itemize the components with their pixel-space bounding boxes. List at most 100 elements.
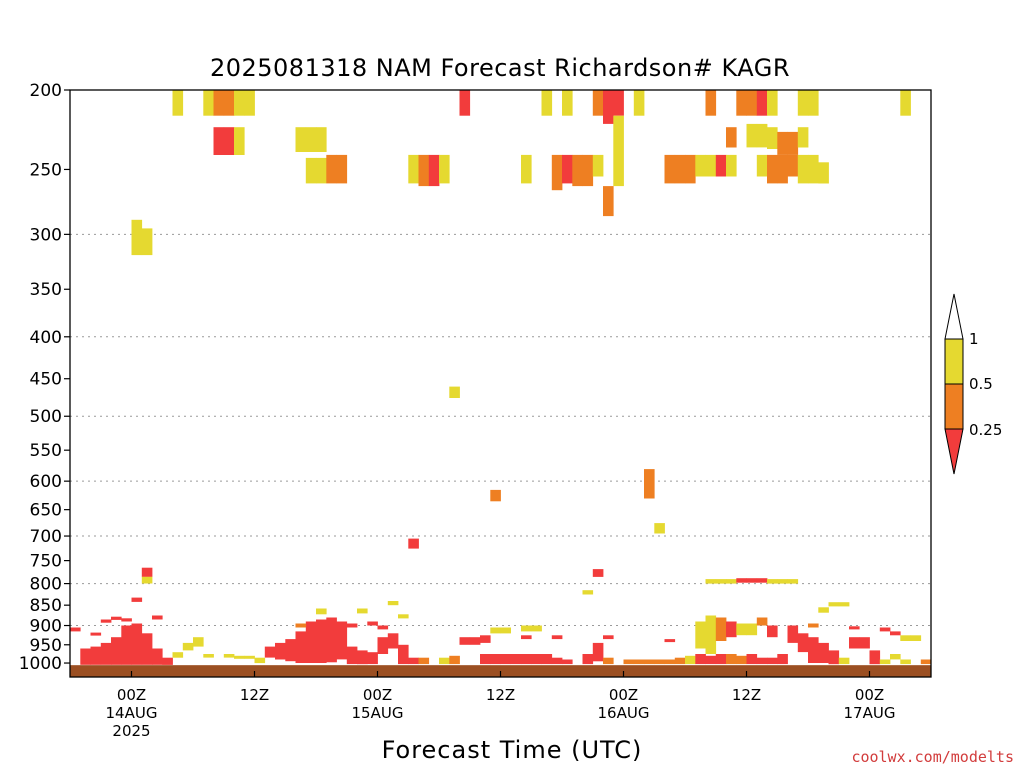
richardson-cell: [736, 623, 747, 636]
credit-link[interactable]: coolwx.com/modelts: [851, 748, 1014, 766]
richardson-cell: [715, 654, 727, 665]
richardson-cell: [592, 569, 604, 577]
richardson-cell: [141, 576, 153, 584]
richardson-cell: [787, 625, 799, 643]
richardson-cell: [726, 654, 737, 665]
richardson-cell: [695, 154, 706, 177]
richardson-cell: [767, 625, 778, 638]
richardson-cell: [203, 654, 214, 658]
richardson-cell: [234, 655, 245, 659]
richardson-cell: [787, 579, 799, 584]
richardson-cell: [705, 615, 717, 654]
richardson-cell: [521, 654, 532, 665]
richardson-cell: [777, 654, 788, 665]
y-tick-label: 650: [30, 501, 62, 521]
legend-label: 0.25: [969, 421, 1002, 439]
richardson-cell: [387, 633, 399, 649]
richardson-cell: [572, 154, 583, 187]
richardson-cell: [80, 648, 91, 665]
richardson-cell: [787, 154, 799, 177]
richardson-cell: [808, 90, 819, 116]
richardson-cell: [674, 154, 686, 184]
richardson-cell: [746, 623, 758, 636]
richardson-cell: [777, 579, 788, 584]
richardson-cell: [726, 127, 737, 148]
richardson-cell: [674, 657, 686, 665]
richardson-cell: [920, 659, 932, 665]
y-tick-label: 400: [30, 328, 62, 348]
richardson-cell: [756, 578, 768, 583]
richardson-cell: [305, 127, 317, 152]
richardson-cell: [644, 469, 655, 499]
richardson-cell: [398, 644, 409, 665]
y-tick-label: 1000: [19, 654, 62, 674]
x-tick-label: 15AUG: [352, 704, 404, 722]
chart-title: 2025081318 NAM Forecast Richardson# KAGR: [210, 54, 790, 82]
richardson-cell: [141, 567, 153, 577]
richardson-cell: [715, 154, 727, 177]
x-tick-label: 12Z: [486, 686, 515, 704]
richardson-cell: [111, 637, 122, 665]
richardson-cell: [787, 131, 799, 155]
richardson-cell: [551, 635, 563, 640]
richardson-cell: [664, 154, 676, 184]
richardson-cell: [664, 639, 676, 643]
richardson-cell: [439, 657, 450, 665]
richardson-cell: [736, 578, 747, 583]
richardson-cell: [131, 623, 143, 665]
legend-label: 1: [969, 330, 979, 348]
richardson-cell: [900, 635, 911, 641]
richardson-cell: [890, 631, 901, 636]
x-tick-label: 00Z: [609, 686, 638, 704]
richardson-cell: [121, 625, 132, 665]
richardson-cell: [480, 654, 491, 665]
y-tick-label: 550: [30, 441, 62, 461]
richardson-cell: [808, 154, 819, 184]
richardson-cell: [592, 90, 604, 116]
richardson-cell: [244, 655, 255, 659]
richardson-cell: [203, 90, 214, 116]
richardson-cell: [562, 90, 573, 116]
richardson-cell: [644, 659, 655, 665]
richardson-cell: [767, 657, 778, 665]
richardson-cell: [603, 657, 614, 665]
x-tick-label: 14AUG: [106, 704, 158, 722]
richardson-cell: [890, 654, 901, 660]
richardson-cell: [828, 602, 840, 607]
richardson-cell: [777, 154, 788, 184]
richardson-cell: [603, 90, 614, 124]
richardson-cell: [603, 635, 614, 640]
richardson-cell: [398, 614, 409, 619]
x-tick-label: 2025: [112, 722, 150, 740]
richardson-cell: [613, 115, 624, 187]
richardson-cell: [797, 90, 809, 116]
richardson-cell: [377, 637, 389, 654]
richardson-cell: [869, 650, 881, 665]
richardson-cell: [172, 90, 184, 116]
richardson-cell: [336, 621, 348, 660]
richardson-cell: [521, 635, 532, 640]
richardson-cell: [797, 154, 809, 184]
richardson-cell: [131, 219, 143, 256]
legend-swatch-below-0.25: [944, 428, 964, 475]
richardson-cell: [480, 635, 491, 643]
richardson-cell: [346, 623, 358, 628]
richardson-cell: [767, 579, 778, 584]
richardson-cell: [223, 127, 235, 155]
richardson-cell: [264, 646, 276, 658]
richardson-cell: [295, 623, 307, 628]
richardson-cell: [808, 623, 819, 628]
richardson-cell: [664, 659, 676, 665]
richardson-cell: [459, 637, 471, 645]
richardson-cell: [141, 633, 153, 665]
richardson-cell: [582, 154, 594, 187]
richardson-cell: [797, 127, 809, 148]
richardson-cell: [346, 646, 358, 665]
richardson-cell: [162, 657, 173, 665]
richardson-cell: [387, 601, 399, 606]
richardson-cell: [121, 618, 132, 622]
richardson-cell: [223, 654, 235, 658]
richardson-cell: [182, 642, 194, 651]
richardson-cell: [459, 90, 471, 116]
richardson-cell: [705, 579, 717, 584]
